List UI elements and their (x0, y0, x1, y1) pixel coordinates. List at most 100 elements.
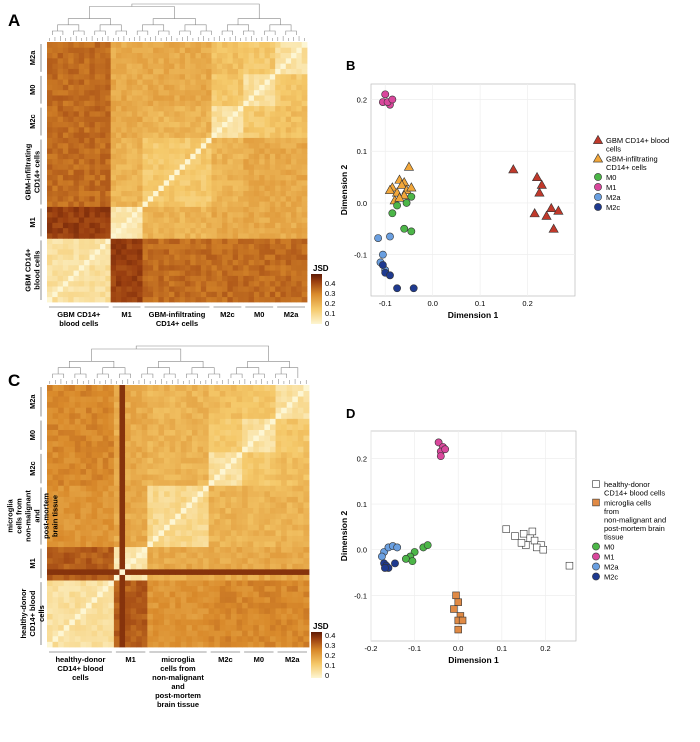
heatmap-cell (248, 142, 255, 149)
heatmap-cell (216, 233, 223, 239)
heatmap-cell (125, 635, 132, 642)
heatmap-cell (115, 174, 122, 181)
heatmap-cell (195, 84, 202, 91)
heatmap-cell (86, 630, 92, 637)
heatmap-cell (203, 496, 210, 503)
heatmap-cell (269, 591, 276, 598)
data-point (536, 179, 547, 189)
heatmap-cell (219, 440, 226, 447)
heatmap-cell (259, 259, 265, 266)
heatmap-cell (57, 116, 64, 122)
heatmap-cell (63, 596, 70, 603)
heatmap-cell (158, 243, 165, 250)
heatmap-cell (195, 248, 202, 255)
heatmap-cell (297, 385, 304, 391)
heatmap-cell (73, 201, 80, 207)
heatmap-cell (303, 535, 310, 542)
heatmap-cell (153, 174, 159, 181)
heatmap-cell (73, 264, 80, 271)
heatmap-cell (152, 407, 159, 414)
panel-c-colorbar-tick: 0.1 (325, 661, 335, 670)
heatmap-cell (216, 164, 223, 170)
heatmap-cell (119, 546, 126, 553)
heatmap-cell (275, 270, 281, 276)
heatmap-cell (186, 574, 193, 581)
heatmap-cell (230, 596, 237, 603)
heatmap-cell (91, 630, 98, 637)
heatmap-cell (57, 185, 64, 191)
heatmap-cell (58, 619, 65, 626)
heatmap-cell (211, 95, 218, 101)
data-point (409, 284, 418, 293)
heatmap-cell (52, 580, 59, 587)
heatmap-cell (125, 429, 132, 436)
heatmap-cell (248, 164, 255, 170)
heatmap-cell (153, 259, 159, 266)
heatmap-cell (80, 619, 87, 626)
heatmap-cell (264, 158, 271, 165)
heatmap-cell (84, 195, 90, 202)
heatmap-cell (227, 195, 234, 202)
heatmap-cell (52, 296, 59, 303)
heatmap-cell (84, 116, 90, 122)
heatmap-cell (113, 502, 120, 509)
heatmap-cell (247, 474, 254, 481)
heatmap-cell (84, 174, 90, 181)
heatmap-cell (180, 580, 187, 587)
heatmap-cell (91, 613, 98, 620)
heatmap-cell (52, 275, 59, 282)
heatmap-cell (115, 248, 122, 255)
heatmap-cell (137, 158, 143, 165)
heatmap-cell (163, 169, 170, 176)
heatmap-cell (121, 201, 127, 207)
heatmap-cell (158, 291, 165, 298)
heatmap-cell (253, 211, 260, 218)
heatmap-cell (169, 624, 176, 631)
heatmap-cell (232, 116, 239, 122)
heatmap-cell (141, 624, 148, 631)
heatmap-cell (301, 243, 308, 250)
heatmap-cell (68, 179, 74, 186)
heatmap-cell (113, 552, 120, 559)
heatmap-cell (141, 613, 148, 620)
heatmap-cell (94, 63, 101, 69)
heatmap-cell (115, 291, 122, 298)
heatmap-cell (163, 243, 170, 250)
heatmap-cell (91, 624, 98, 631)
heatmap-cell (119, 635, 126, 642)
heatmap-cell (191, 513, 198, 520)
heatmap-cell (152, 385, 159, 391)
heatmap-cell (285, 110, 292, 117)
heatmap-cell (275, 190, 281, 197)
heatmap-cell (73, 206, 80, 213)
heatmap-cell (86, 518, 92, 525)
heatmap-cell (147, 190, 154, 197)
heatmap-cell (179, 47, 186, 54)
heatmap-cell (147, 496, 154, 503)
heatmap-cell (281, 468, 288, 475)
heatmap-cell (153, 238, 159, 245)
legend-label: GBM-infiltrating CD14+ cells (606, 155, 658, 173)
heatmap-cell (203, 401, 210, 408)
heatmap-cell (169, 164, 175, 170)
heatmap-cell (80, 457, 87, 464)
heatmap-cell (184, 79, 191, 85)
heatmap-cell (174, 63, 181, 69)
heatmap-cell (230, 524, 237, 531)
heatmap-cell (247, 635, 254, 642)
heatmap-cell (80, 390, 87, 397)
heatmap-cell (222, 68, 228, 75)
heatmap-cell (179, 164, 186, 170)
heatmap-cell (175, 474, 182, 481)
heatmap-cell (121, 233, 127, 239)
heatmap-cell (269, 524, 276, 531)
heatmap-cell (275, 105, 281, 112)
heatmap-cell (94, 137, 101, 144)
heatmap-cell (147, 158, 154, 165)
heatmap-cell (74, 412, 81, 419)
heatmap-cell (52, 158, 59, 165)
heatmap-cell (301, 52, 308, 59)
heatmap-cell (247, 535, 254, 542)
heatmap-cell (147, 418, 154, 425)
heatmap-cell (73, 142, 80, 149)
